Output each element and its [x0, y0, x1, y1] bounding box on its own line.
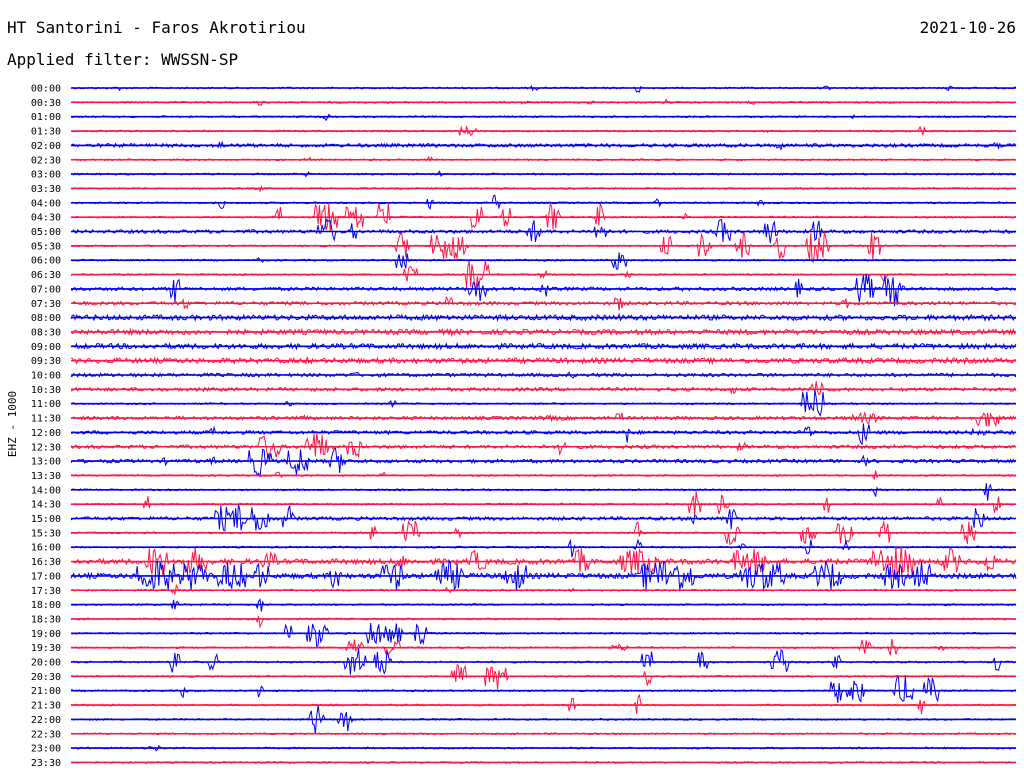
time-label-2330: 23:30	[31, 758, 61, 769]
time-label-0000: 00:00	[31, 84, 61, 95]
record-date: 2021-10-26	[919, 18, 1016, 37]
filter-label: Applied filter: WWSSN-SP	[7, 50, 239, 69]
time-label-1200: 12:00	[31, 428, 61, 439]
trace-0000	[70, 85, 1016, 93]
trace-1130	[70, 411, 1017, 428]
time-label-0030: 00:30	[31, 98, 61, 109]
station-title: HT Santorini - Faros Akrotiriou	[7, 18, 306, 37]
time-label-0200: 02:00	[31, 141, 61, 152]
trace-0530	[70, 231, 1017, 263]
time-label-0300: 03:00	[31, 170, 61, 181]
time-label-1530: 15:30	[31, 528, 61, 539]
time-label-0230: 02:30	[31, 155, 61, 166]
trace-1500	[70, 504, 1017, 531]
time-label-1300: 13:00	[31, 457, 61, 468]
trace-0930	[70, 356, 1017, 366]
time-label-0500: 05:00	[31, 227, 61, 238]
time-label-1700: 17:00	[31, 571, 61, 582]
time-label-0800: 08:00	[31, 313, 61, 324]
time-label-0130: 01:30	[31, 127, 61, 138]
time-label-0330: 03:30	[31, 184, 61, 195]
time-label-0900: 09:00	[31, 342, 61, 353]
time-label-1500: 15:00	[31, 514, 61, 525]
time-label-0600: 06:00	[31, 256, 61, 267]
time-label-1330: 13:30	[31, 471, 61, 482]
trace-1830	[70, 615, 1017, 629]
time-label-1030: 10:30	[31, 385, 61, 396]
trace-0900	[70, 341, 1017, 351]
time-label-1430: 14:30	[31, 500, 61, 511]
trace-1300	[70, 447, 1017, 478]
time-label-1230: 12:30	[31, 442, 61, 453]
time-label-1130: 11:30	[31, 414, 61, 425]
trace-1800	[70, 598, 1017, 612]
time-tick-group: 00:00 00:30 01:00 01:30 02:00 02:30 03:00 03:30…	[31, 84, 61, 769]
time-label-0530: 05:30	[31, 241, 61, 252]
time-label-1100: 11:00	[31, 399, 61, 410]
trace-1200	[71, 423, 1017, 446]
time-label-2100: 21:00	[31, 686, 61, 697]
trace-1000	[70, 371, 1017, 379]
trace-1100	[70, 390, 1017, 417]
trace-1230	[70, 432, 1017, 459]
time-label-0830: 08:30	[31, 327, 61, 338]
time-label-0700: 07:00	[31, 284, 61, 295]
time-label-0630: 06:30	[31, 270, 61, 281]
trace-1630	[70, 545, 1017, 580]
time-label-0100: 01:00	[31, 112, 61, 123]
trace-2100	[71, 675, 1017, 703]
time-label-2300: 23:00	[31, 744, 61, 755]
time-label-2000: 20:00	[31, 658, 61, 669]
trace-1900	[70, 623, 1016, 648]
time-label-2130: 21:30	[31, 701, 61, 712]
time-label-1730: 17:30	[31, 586, 61, 597]
time-label-1800: 18:00	[31, 600, 61, 611]
trace-1030	[70, 381, 1017, 396]
time-label-1630: 16:30	[31, 557, 61, 568]
time-label-1900: 19:00	[31, 629, 61, 640]
time-label-2200: 22:00	[31, 715, 61, 726]
trace-1400	[70, 483, 1017, 501]
time-label-1600: 16:00	[31, 543, 61, 554]
time-label-0400: 04:00	[31, 198, 61, 209]
channel-label: EHZ - 1000	[6, 391, 19, 457]
time-label-1830: 18:30	[31, 614, 61, 625]
time-label-0930: 09:30	[31, 356, 61, 367]
time-label-1000: 10:00	[31, 371, 61, 382]
time-label-2030: 20:30	[31, 672, 61, 683]
time-label-1930: 19:30	[31, 643, 61, 654]
time-label-0430: 04:30	[31, 213, 61, 224]
time-label-0730: 07:30	[31, 299, 61, 310]
trace-group	[70, 85, 1017, 765]
time-label-2230: 22:30	[31, 729, 61, 740]
time-label-1400: 14:00	[31, 485, 61, 496]
